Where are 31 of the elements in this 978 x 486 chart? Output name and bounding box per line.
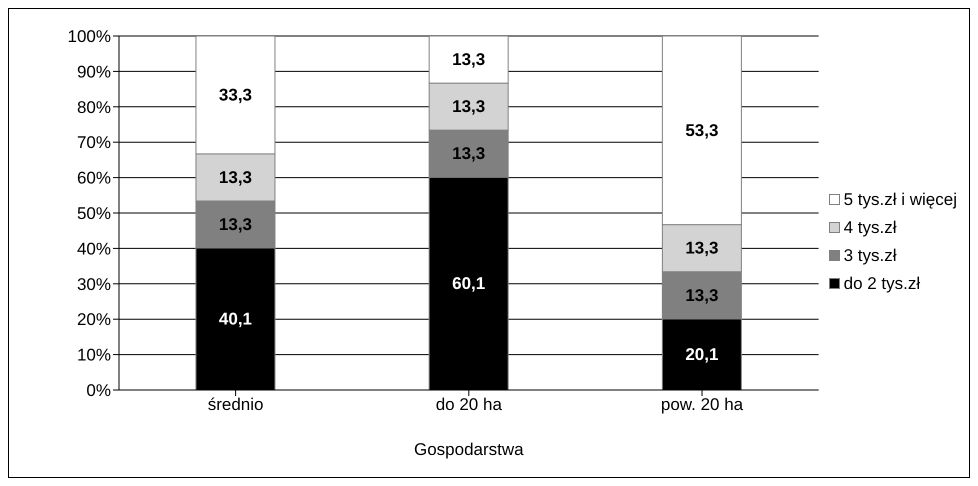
x-tick-label: do 20 ha — [436, 395, 502, 414]
data-label: 53,3 — [685, 120, 718, 140]
data-label: 13,3 — [452, 144, 486, 164]
legend-label: do 2 tys.zł — [844, 274, 920, 294]
y-tick-label: 30% — [76, 274, 111, 294]
y-tick-label: 40% — [76, 239, 111, 258]
data-label: 13,3 — [218, 168, 252, 187]
legend-label: 4 tys.zł — [844, 218, 897, 238]
y-tick-label: 0% — [86, 381, 111, 400]
y-tick-label: 10% — [76, 346, 111, 365]
x-tick-label: średnio — [208, 395, 264, 414]
y-tick-label: 70% — [76, 133, 111, 152]
y-tick-label: 90% — [76, 62, 111, 82]
data-label: 60,1 — [452, 274, 486, 294]
data-label: 13,3 — [218, 215, 252, 234]
data-label: 13,3 — [685, 286, 718, 305]
data-label: 13,3 — [452, 97, 486, 116]
x-axis-title: Gospodarstwa — [414, 440, 524, 459]
data-label: 13,3 — [685, 238, 718, 258]
legend-label: 5 tys.zł i więcej — [844, 190, 957, 210]
data-label: 40,1 — [218, 310, 252, 329]
y-tick-label: 20% — [76, 310, 111, 330]
y-tick-label: 50% — [76, 204, 111, 224]
y-tick-label: 100% — [68, 27, 111, 46]
y-tick-label: 60% — [76, 168, 111, 188]
y-tick-label: 80% — [76, 98, 111, 117]
legend-label: 3 tys.zł — [844, 246, 897, 266]
data-label: 20,1 — [685, 344, 718, 364]
data-label: 33,3 — [218, 85, 252, 104]
data-label: 13,3 — [452, 50, 486, 70]
x-tick-label: pow. 20 ha — [660, 395, 744, 414]
